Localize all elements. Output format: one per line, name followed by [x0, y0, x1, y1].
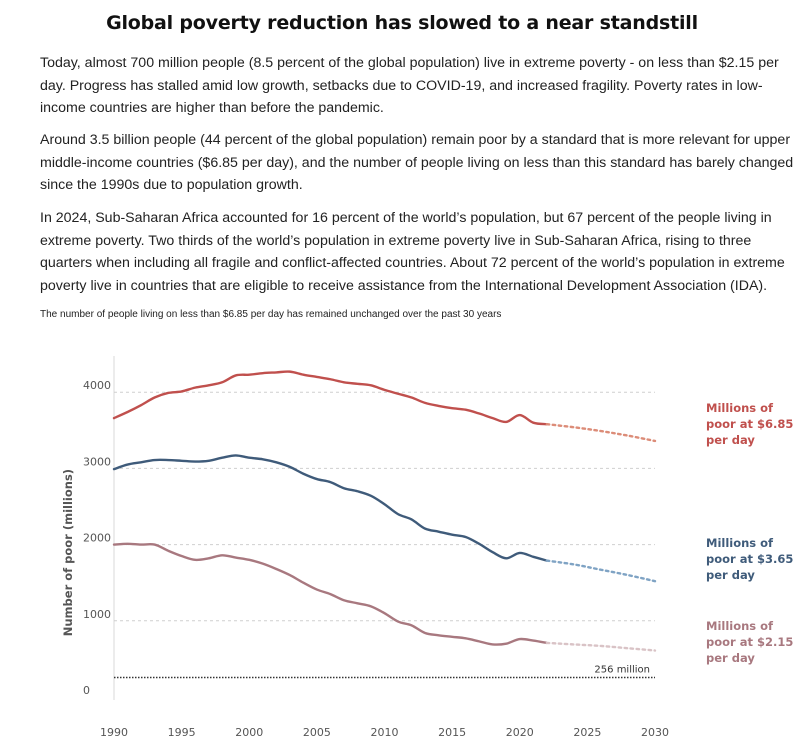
series-label-line: poor at $6.85: [706, 417, 793, 431]
series-label-line: Millions of: [706, 536, 774, 550]
y-tick-label-4000: 4000: [83, 379, 111, 392]
series-label-line: poor at $2.15: [706, 635, 793, 649]
intro-paragraph-2: Around 3.5 billion people (44 percent of…: [40, 132, 794, 193]
y-tick-label-0: 0: [83, 684, 90, 697]
poverty-line-chart: 0 1000 2000 3000 4000 1990 1995 2000 2005 2010 201…: [61, 356, 793, 739]
x-tick-label-1995: 1995: [168, 726, 196, 739]
x-tick-label-2005: 2005: [303, 726, 331, 739]
series-projection-365: [545, 559, 657, 583]
series-label-line: per day: [706, 651, 755, 665]
series-label-365: Millions of poor at $3.65 per day: [706, 536, 793, 582]
y-axis-label: Number of poor (millions): [61, 469, 75, 636]
series-line-685: [112, 370, 548, 426]
series-label-line: per day: [706, 568, 755, 582]
series-line-215: [112, 542, 548, 646]
x-tick-label-1990: 1990: [100, 726, 128, 739]
x-tick-label-2020: 2020: [506, 726, 534, 739]
series-label-line: per day: [706, 433, 755, 447]
series-projection-685: [545, 423, 657, 443]
y-tick-label-1000: 1000: [83, 608, 111, 621]
series-label-line: poor at $3.65: [706, 552, 793, 566]
intro-paragraph-1: Today, almost 700 million people (8.5 pe…: [40, 55, 779, 116]
x-tick-label-2010: 2010: [371, 726, 399, 739]
y-tick-label-3000: 3000: [83, 455, 111, 468]
page-title: Global poverty reduction has slowed to a…: [106, 12, 698, 34]
series-label-line: Millions of: [706, 619, 774, 633]
series-line-365: [112, 454, 548, 562]
x-tick-label-2000: 2000: [235, 726, 263, 739]
series-projection-215: [545, 641, 657, 652]
reference-line-label: 256 million: [594, 664, 650, 675]
x-tick-label-2030: 2030: [641, 726, 669, 739]
x-tick-label-2025: 2025: [573, 726, 601, 739]
y-tick-label-2000: 2000: [83, 532, 111, 545]
x-tick-label-2015: 2015: [438, 726, 466, 739]
series-label-215: Millions of poor at $2.15 per day: [706, 619, 793, 665]
chart-caption: The number of people living on less than…: [40, 309, 502, 320]
series-label-line: Millions of: [706, 401, 774, 415]
series-label-685: Millions of poor at $6.85 per day: [706, 401, 793, 447]
intro-paragraph-3: In 2024, Sub-Saharan Africa accounted fo…: [40, 210, 785, 294]
